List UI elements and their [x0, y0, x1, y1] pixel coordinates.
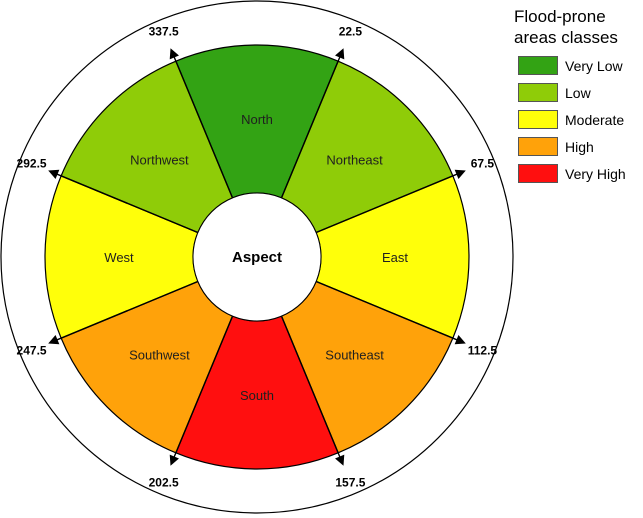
degree-label: 22.5: [339, 25, 363, 39]
sector-label-north: North: [241, 112, 273, 127]
boundary-line: [315, 280, 459, 342]
legend-item-very-high: Very High: [512, 160, 640, 187]
sector-label-east: East: [382, 250, 408, 265]
legend-swatch: [518, 137, 558, 156]
legend-item-high: High: [512, 133, 640, 160]
boundary-arrowhead: [454, 169, 466, 179]
boundary-arrowhead: [169, 48, 179, 60]
boundary-arrowhead: [48, 169, 60, 179]
legend-swatch: [518, 164, 558, 183]
boundary-line: [55, 172, 199, 234]
boundary-line: [172, 55, 234, 199]
center-label: Aspect: [232, 249, 282, 266]
legend-title: Flood-prone areas classes: [514, 6, 640, 48]
legend-swatch: [518, 110, 558, 129]
legend-title-line2: areas classes: [514, 28, 618, 47]
legend-swatch: [518, 56, 558, 75]
legend-label: Very High: [565, 165, 626, 182]
sector-label-northwest: Northwest: [130, 152, 189, 167]
legend: Flood-prone areas classes Very Low Low M…: [512, 6, 640, 187]
boundary-line: [280, 55, 342, 199]
legend-label: Moderate: [565, 111, 625, 128]
sector-label-south: South: [240, 388, 274, 403]
legend-item-moderate: Moderate: [512, 106, 640, 133]
boundary-line: [280, 315, 342, 459]
center-hole: [192, 192, 322, 322]
degree-label: 112.5: [468, 343, 498, 357]
boundary-line: [172, 315, 234, 459]
legend-item-low: Low: [512, 79, 640, 106]
legend-label: Low: [565, 84, 591, 101]
boundary-arrowhead: [169, 454, 179, 466]
legend-title-line1: Flood-prone: [514, 7, 606, 26]
boundary-arrowhead: [48, 335, 60, 345]
boundary-line: [55, 280, 199, 342]
degree-label: 247.5: [17, 343, 47, 357]
legend-label: Very Low: [565, 57, 623, 74]
degree-label: 292.5: [17, 157, 47, 171]
degree-label: 67.5: [471, 157, 495, 171]
boundary-arrowhead: [335, 48, 345, 60]
sector-label-west: West: [104, 250, 134, 265]
degree-label: 157.5: [335, 475, 365, 489]
degree-label: 202.5: [149, 475, 179, 489]
boundary-arrowhead: [335, 454, 345, 466]
boundary-arrowhead: [454, 335, 466, 345]
legend-item-very-low: Very Low: [512, 52, 640, 79]
legend-swatch: [518, 83, 558, 102]
sector-label-northeast: Northeast: [326, 152, 383, 167]
legend-label: High: [565, 138, 594, 155]
sector-label-southeast: Southeast: [325, 348, 384, 363]
boundary-line: [315, 172, 459, 234]
sector-label-southwest: Southwest: [129, 348, 190, 363]
degree-label: 337.5: [149, 25, 179, 39]
